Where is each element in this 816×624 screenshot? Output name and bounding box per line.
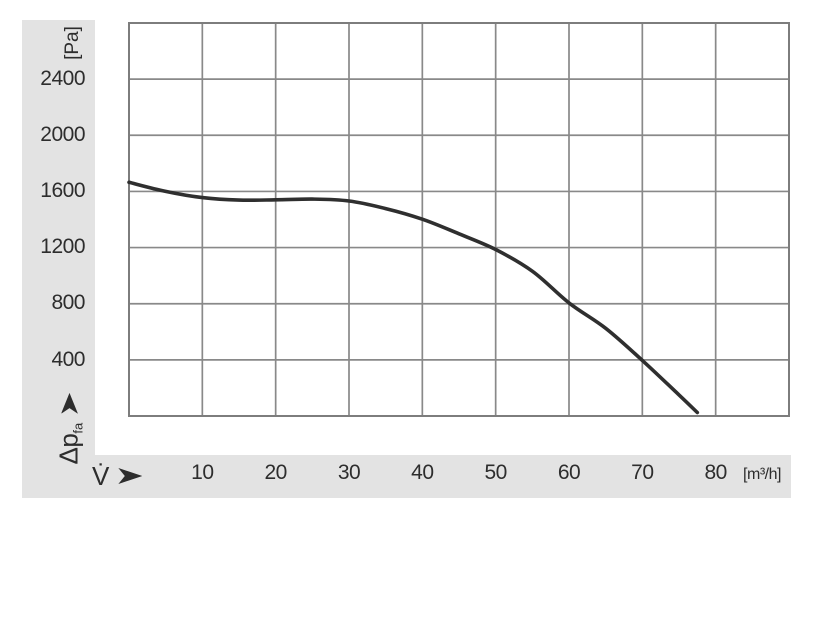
y-axis-panel <box>22 20 95 498</box>
y-axis-title: Δpfa <box>53 380 86 465</box>
x-tick-label: 70 <box>631 461 654 484</box>
x-tick-label: 50 <box>484 461 507 484</box>
y-tick-label: 1600 <box>40 179 85 203</box>
y-tick-label: 800 <box>51 291 85 315</box>
y-axis-symbol: Δpfa <box>53 422 86 465</box>
x-tick-label: 10 <box>191 461 214 484</box>
x-axis-unit-label: [m³/h] <box>743 466 781 483</box>
y-axis-unit-label: [Pa] <box>62 26 83 60</box>
x-axis-symbol: V̇ <box>92 460 110 491</box>
fan-curve <box>127 180 700 414</box>
x-axis-title: V̇ <box>92 460 143 491</box>
x-axis-arrow-icon <box>118 468 143 484</box>
y-axis-subscript: fa <box>70 422 86 434</box>
y-tick-label: 1200 <box>40 235 85 259</box>
y-tick-label: 2400 <box>40 66 85 90</box>
y-tick-label: 400 <box>51 347 85 371</box>
x-tick-label: 60 <box>557 461 581 484</box>
x-tick-label: 80 <box>704 461 727 484</box>
plot-area <box>129 22 789 416</box>
x-tick-label: 20 <box>264 461 287 484</box>
y-axis-arrow-icon <box>61 393 78 414</box>
chart-plot <box>127 21 790 417</box>
x-tick-label: 30 <box>337 461 361 484</box>
x-axis-panel <box>95 455 791 498</box>
x-tick-label: 40 <box>411 461 434 484</box>
plot-border <box>128 21 790 417</box>
y-tick-label: 2000 <box>40 122 85 146</box>
